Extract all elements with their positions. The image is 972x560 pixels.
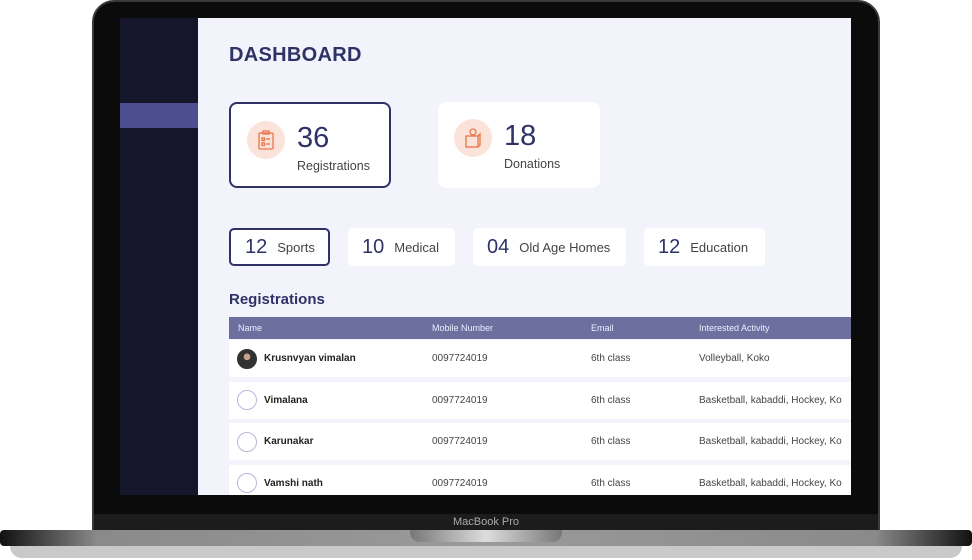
mobile-cell: 0097724019 (432, 477, 488, 489)
category-old-age-homes[interactable]: 04 Old Age Homes (473, 228, 626, 266)
donation-box-icon (454, 119, 492, 157)
stat-value: 36 (297, 122, 330, 154)
table-header: Name Mobile Number Email Interested Acti… (229, 317, 851, 339)
name-cell: Vamshi nath (237, 465, 427, 496)
laptop-notch (410, 530, 562, 542)
avatar (237, 473, 257, 493)
avatar (237, 348, 257, 369)
category-education[interactable]: 12 Education (644, 228, 765, 266)
column-header: Mobile Number (432, 323, 494, 333)
activity-cell: Basketball, kabaddi, Hockey, Ko (699, 436, 842, 447)
avatar (237, 390, 257, 410)
mobile-cell: 0097724019 (432, 436, 488, 447)
laptop-chin (94, 514, 878, 532)
main-content: DASHBOARD 36 Registrations 18 Donations … (198, 18, 851, 495)
category-count: 12 (658, 235, 681, 258)
sidebar (120, 18, 198, 495)
mobile-cell: 0097724019 (432, 353, 488, 364)
table-row[interactable]: Vamshi nath 0097724019 6th class Basketb… (229, 464, 851, 496)
activity-cell: Volleyball, Koko (699, 353, 770, 364)
column-header: Email (591, 323, 614, 333)
category-label: Medical (394, 239, 440, 255)
stat-card-registrations[interactable]: 36 Registrations (229, 102, 391, 188)
stat-card-donations[interactable]: 18 Donations (438, 102, 600, 188)
device-label: MacBook Pro (452, 516, 520, 528)
name-text: Vamshi nath (264, 477, 323, 489)
sidebar-item-active[interactable] (120, 103, 198, 128)
stat-label: Registrations (297, 159, 370, 173)
avatar (237, 431, 257, 452)
section-title: Registrations (229, 291, 325, 308)
name-cell: Karunakar (237, 423, 427, 460)
table-row[interactable]: Vimalana 0097724019 6th class Basketball… (229, 381, 851, 419)
clipboard-icon (247, 121, 285, 159)
stat-value: 18 (504, 120, 537, 152)
category-count: 10 (362, 235, 385, 258)
category-count: 12 (245, 235, 268, 258)
email-cell: 6th class (591, 477, 631, 489)
email-cell: 6th class (591, 436, 631, 447)
name-cell: Vimalana (237, 382, 427, 419)
column-header: Interested Activity (699, 323, 770, 333)
page-title: DASHBOARD (229, 44, 362, 66)
category-label: Education (690, 239, 749, 255)
category-label: Sports (277, 239, 315, 255)
stat-label: Donations (504, 157, 561, 171)
category-label: Old Age Homes (519, 239, 611, 255)
email-cell: 6th class (591, 394, 631, 406)
name-text: Vimalana (264, 394, 308, 406)
screen: DASHBOARD 36 Registrations 18 Donations … (120, 18, 851, 495)
category-medical[interactable]: 10 Medical (348, 228, 455, 266)
table-row[interactable]: Krusnvyan vimalan 0097724019 6th class V… (229, 340, 851, 377)
column-header: Name (238, 323, 263, 333)
name-text: Krusnvyan vimalan (264, 353, 356, 364)
laptop-base-bottom (10, 546, 962, 558)
table-row[interactable]: Karunakar 0097724019 6th class Basketbal… (229, 423, 851, 460)
email-cell: 6th class (591, 353, 631, 364)
category-count: 04 (487, 235, 510, 258)
category-sports[interactable]: 12 Sports (229, 228, 330, 266)
name-text: Karunakar (264, 436, 314, 447)
activity-cell: Basketball, kabaddi, Hockey, Ko (699, 477, 842, 489)
activity-cell: Basketball, kabaddi, Hockey, Ko (699, 394, 842, 406)
name-cell: Krusnvyan vimalan (237, 340, 427, 377)
mobile-cell: 0097724019 (432, 394, 488, 406)
